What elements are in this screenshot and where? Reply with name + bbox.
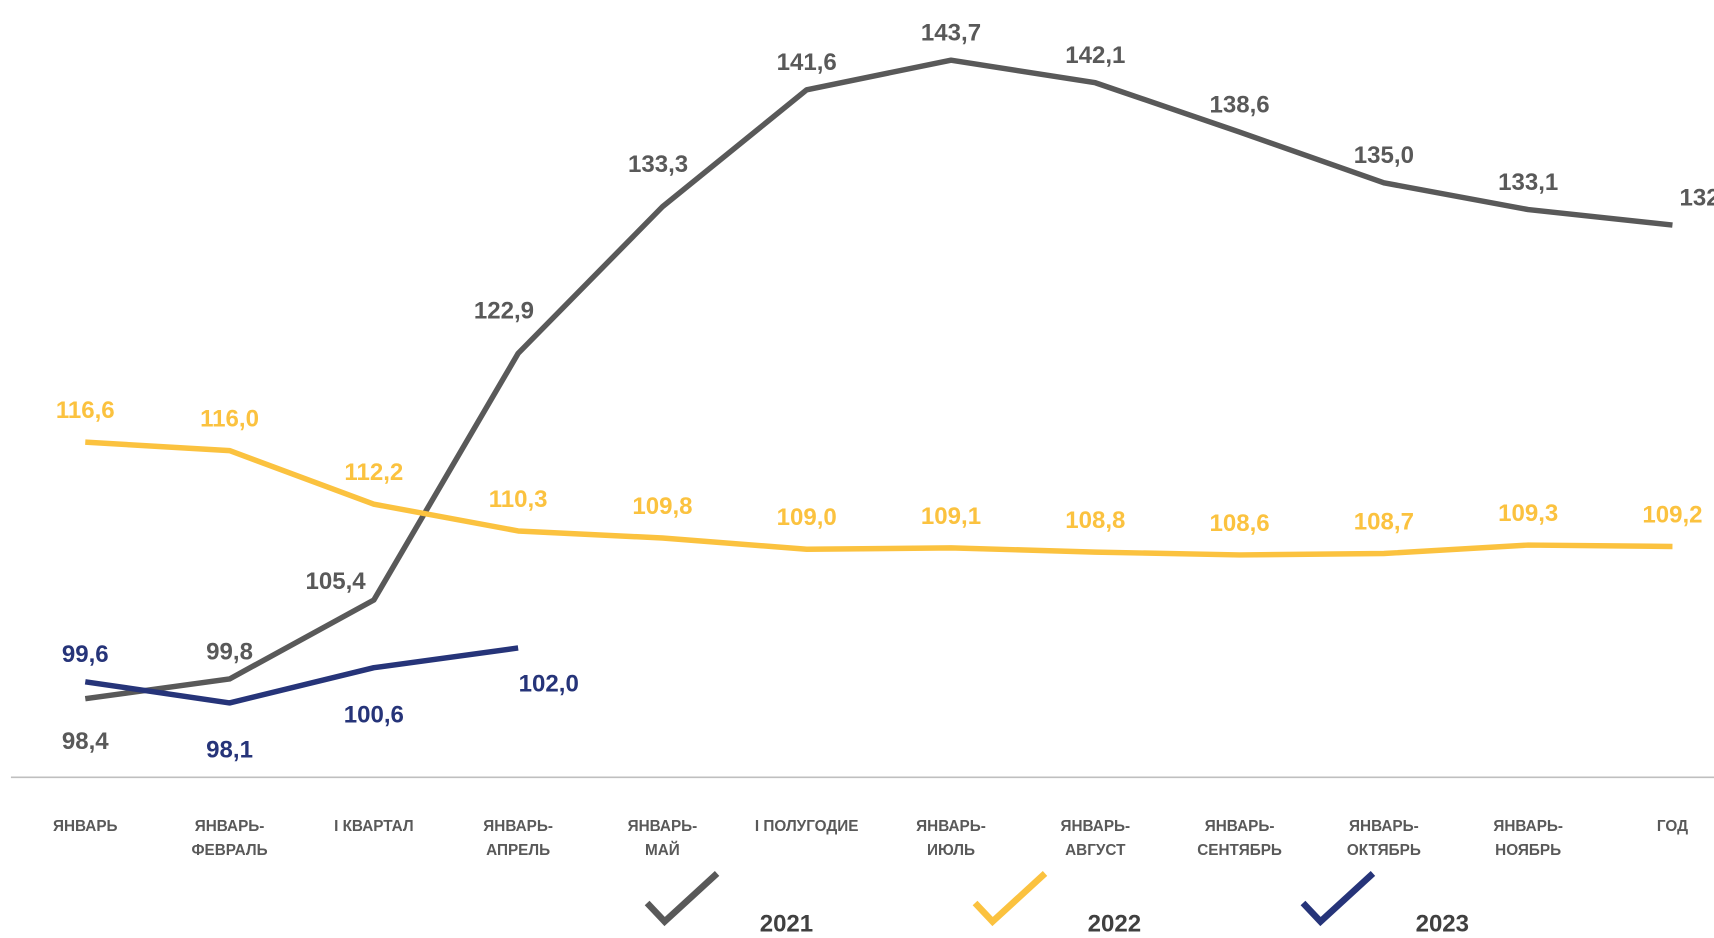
data-label: 132,0 [1680,184,1714,211]
data-label: 108,7 [1354,508,1414,535]
x-tick-label: ЯНВАРЬ-НОЯБРЬ [1493,818,1563,859]
data-label: 116,0 [200,406,259,433]
data-label: 99,6 [62,641,109,668]
data-label: 112,2 [344,459,403,486]
data-label: 98,4 [62,728,109,755]
line [84,57,1673,702]
x-tick-label: ЯНВАРЬ-СЕНТЯБРЬ [1197,818,1282,859]
data-label: 100,6 [344,701,404,728]
data-label: 109,0 [777,504,837,531]
data-label: 116,6 [56,397,115,424]
legend-label: 2023 [1416,910,1469,937]
legend-marker [972,871,1048,927]
data-label: 102,0 [519,671,579,698]
data-label: 99,8 [206,638,253,665]
data-label: 143,7 [921,20,981,47]
x-tick-label: ЯНВАРЬ-АПРЕЛЬ [483,818,553,859]
data-label: 142,1 [1065,42,1125,69]
data-label: 109,8 [632,493,692,520]
line [84,645,519,706]
legend-label: 2021 [760,910,813,937]
data-label: 122,9 [474,297,534,324]
x-tick-label: ЯНВАРЬ [53,818,118,835]
data-label: 109,2 [1642,501,1702,528]
data-label: 109,3 [1498,500,1558,527]
data-label: 141,6 [777,49,837,76]
data-label: 135,0 [1354,142,1414,169]
legend-marker [1300,871,1376,927]
x-tick-label: I КВАРТАЛ [334,818,414,835]
x-tick-label: ЯНВАРЬ-МАЙ [628,818,698,859]
line [85,439,1673,558]
data-label: 138,6 [1210,91,1270,118]
x-tick-label: ЯНВАРЬ-ОКТЯБРЬ [1347,818,1421,859]
data-label: 110,3 [489,486,548,513]
data-label: 105,4 [306,568,367,595]
x-tick-label: ГОД [1657,818,1688,835]
data-label: 133,3 [628,151,688,178]
x-tick-label: ЯНВАРЬ-АВГУСТ [1060,818,1130,859]
x-tick-label: I ПОЛУГОДИЕ [755,818,859,835]
data-label: 108,6 [1210,510,1270,537]
data-label: 133,1 [1498,169,1558,196]
legend-marker [644,871,720,927]
legend-label: 2022 [1088,910,1141,937]
x-tick-label: ЯНВАРЬ-ФЕВРАЛЬ [191,818,267,859]
data-label: 109,1 [921,503,981,530]
data-label: 108,8 [1065,507,1125,534]
data-label: 98,1 [206,737,253,764]
x-tick-label: ЯНВАРЬ-ИЮЛЬ [916,818,986,859]
